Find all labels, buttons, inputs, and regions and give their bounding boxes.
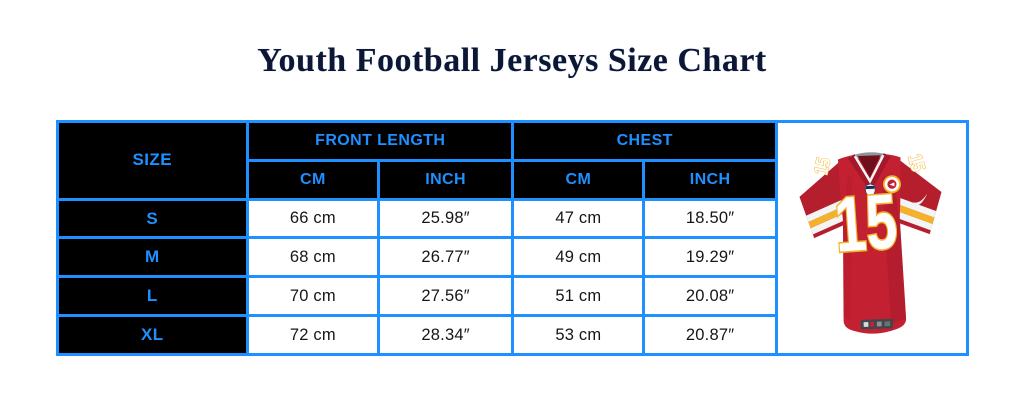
front-length-inch-cell: 25.98″ bbox=[376, 197, 515, 240]
subheader-front-cm: CM bbox=[246, 158, 380, 201]
subheader-chest-inch: INCH bbox=[642, 158, 778, 201]
chest-inch-cell: 20.08″ bbox=[642, 275, 778, 318]
col-header-size: SIZE bbox=[55, 120, 249, 201]
nfl-shield-icon bbox=[864, 183, 876, 197]
front-length-cm-cell: 72 cm bbox=[246, 314, 380, 356]
swoosh-icon bbox=[912, 193, 928, 206]
chest-cm-cell: 47 cm bbox=[511, 197, 646, 240]
jersey-shoulder-number-right: 15 bbox=[903, 151, 929, 174]
front-length-inch-cell: 27.56″ bbox=[376, 275, 515, 318]
col-header-chest: CHEST bbox=[511, 120, 778, 162]
front-length-cm-cell: 66 cm bbox=[246, 197, 380, 240]
header-row-groups: SIZE FRONT LENGTH CHEST bbox=[55, 120, 969, 356]
table-row-size-m: M 68 cm 26.77″ 49 cm 19.29″ bbox=[55, 236, 967, 279]
chest-inch-cell: 18.50″ bbox=[642, 197, 778, 240]
size-cell: L bbox=[55, 275, 249, 318]
jersey-chest-number: 15 bbox=[832, 179, 900, 269]
table-row-size-s: S 66 cm 25.98″ 47 cm 18.50″ bbox=[55, 197, 967, 240]
size-chart-table: SIZE FRONT LENGTH CHEST bbox=[55, 120, 969, 356]
front-length-cm-cell: 68 cm bbox=[246, 236, 380, 279]
chest-cm-cell: 51 cm bbox=[511, 275, 646, 318]
team-patch-icon bbox=[882, 175, 901, 194]
chest-cm-cell: 53 cm bbox=[511, 314, 646, 356]
chest-cm-cell: 49 cm bbox=[511, 236, 646, 279]
jersey-shoulder-number-left: 15 bbox=[809, 155, 834, 177]
front-length-cm-cell: 70 cm bbox=[246, 275, 380, 318]
table-row-size-xl: XL 72 cm 28.34″ 53 cm 20.87″ bbox=[55, 314, 967, 356]
subheader-front-inch: INCH bbox=[376, 158, 515, 201]
size-cell: S bbox=[55, 197, 249, 240]
chest-inch-cell: 20.87″ bbox=[642, 314, 778, 356]
red-jersey-15-illustration: 15 15 15 bbox=[797, 151, 943, 334]
page-title: Youth Football Jerseys Size Chart bbox=[257, 42, 767, 79]
subheader-chest-cm: CM bbox=[511, 158, 646, 201]
col-header-front-length: FRONT LENGTH bbox=[245, 120, 515, 162]
front-length-inch-cell: 26.77″ bbox=[376, 236, 515, 279]
header-row-units: CM INCH CM INCH bbox=[57, 158, 967, 201]
size-cell: XL bbox=[55, 314, 249, 356]
jersey-side-shade bbox=[881, 172, 906, 324]
jersey-side-shade-left bbox=[842, 174, 852, 321]
jersey-product-image: 15 15 15 bbox=[774, 120, 969, 356]
size-cell: M bbox=[55, 236, 249, 279]
jock-tag bbox=[860, 318, 893, 330]
chest-inch-cell: 19.29″ bbox=[642, 236, 778, 279]
jersey-body bbox=[837, 153, 906, 334]
table-row-size-l: L 70 cm 27.56″ 51 cm 20.08″ bbox=[55, 275, 967, 318]
front-length-inch-cell: 28.34″ bbox=[376, 314, 515, 356]
